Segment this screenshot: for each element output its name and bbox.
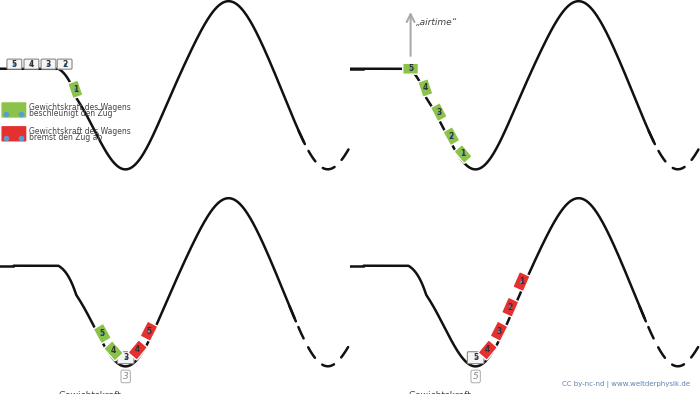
Text: 2: 2 xyxy=(62,59,67,69)
Text: 5: 5 xyxy=(408,64,413,73)
Text: beschleunigt den Zug: beschleunigt den Zug xyxy=(29,109,113,118)
FancyBboxPatch shape xyxy=(7,59,22,69)
Text: 4: 4 xyxy=(485,346,491,355)
FancyBboxPatch shape xyxy=(24,59,38,69)
FancyBboxPatch shape xyxy=(418,79,433,97)
Text: 2: 2 xyxy=(449,132,454,141)
FancyBboxPatch shape xyxy=(502,297,519,317)
Text: 5: 5 xyxy=(12,59,17,69)
Text: 5: 5 xyxy=(473,372,479,381)
FancyBboxPatch shape xyxy=(443,127,460,145)
Text: bremst den Zug ab: bremst den Zug ab xyxy=(29,133,102,142)
FancyBboxPatch shape xyxy=(454,145,472,163)
Text: 3: 3 xyxy=(436,108,442,117)
Text: 1: 1 xyxy=(73,85,78,94)
FancyBboxPatch shape xyxy=(513,272,530,292)
Text: 4: 4 xyxy=(423,84,428,93)
Text: Gewichtskraft des Wagens: Gewichtskraft des Wagens xyxy=(29,103,131,112)
Text: 5: 5 xyxy=(146,327,151,336)
FancyBboxPatch shape xyxy=(118,352,134,364)
Text: Gewichtskraft: Gewichtskraft xyxy=(58,391,121,394)
Text: „airtime“: „airtime“ xyxy=(416,19,458,28)
FancyBboxPatch shape xyxy=(140,321,158,341)
Text: 1: 1 xyxy=(519,277,524,286)
Text: 4: 4 xyxy=(135,346,141,355)
FancyBboxPatch shape xyxy=(430,103,447,121)
FancyBboxPatch shape xyxy=(468,352,484,364)
FancyBboxPatch shape xyxy=(128,340,147,360)
FancyBboxPatch shape xyxy=(1,126,27,142)
FancyBboxPatch shape xyxy=(94,323,111,344)
Text: 3: 3 xyxy=(46,59,51,69)
FancyBboxPatch shape xyxy=(478,340,497,360)
Text: 1: 1 xyxy=(461,149,466,158)
FancyBboxPatch shape xyxy=(41,59,56,69)
Text: 4: 4 xyxy=(29,59,34,69)
Text: 3: 3 xyxy=(123,353,128,362)
FancyBboxPatch shape xyxy=(57,59,72,69)
Text: Gewichtskraft des Wagens: Gewichtskraft des Wagens xyxy=(29,127,131,136)
FancyBboxPatch shape xyxy=(1,102,27,118)
FancyBboxPatch shape xyxy=(104,341,123,361)
Text: CC by-nc-nd | www.weltderphysik.de: CC by-nc-nd | www.weltderphysik.de xyxy=(561,381,690,388)
FancyBboxPatch shape xyxy=(402,63,419,74)
Text: 5: 5 xyxy=(473,353,478,362)
FancyBboxPatch shape xyxy=(68,80,83,98)
Text: 3: 3 xyxy=(496,327,502,336)
Text: 4: 4 xyxy=(111,346,116,355)
Text: Gewichtskraft: Gewichtskraft xyxy=(408,391,471,394)
FancyBboxPatch shape xyxy=(490,321,507,341)
Text: 2: 2 xyxy=(508,303,513,312)
Text: 3: 3 xyxy=(122,372,129,381)
Text: 5: 5 xyxy=(99,329,105,338)
